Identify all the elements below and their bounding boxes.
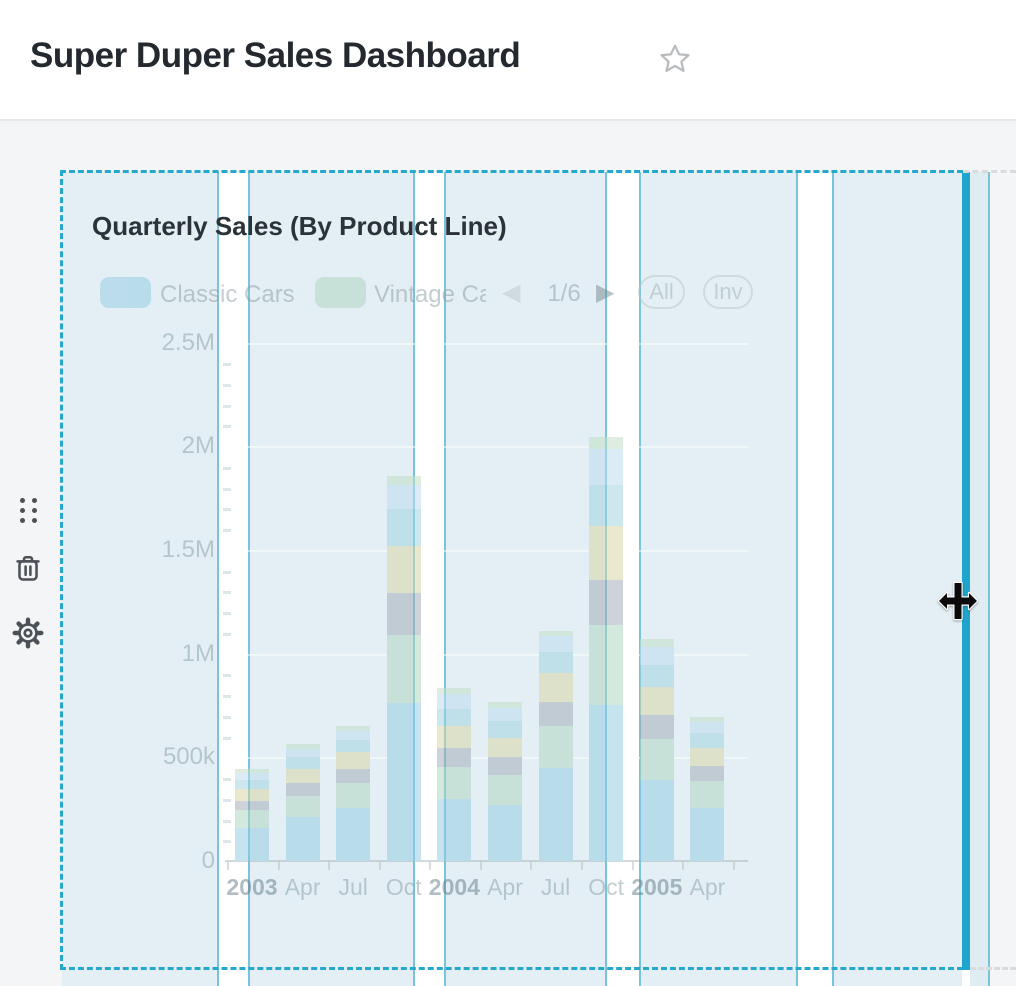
- grid-column-guide: [796, 172, 798, 986]
- drag-grip-icon[interactable]: [0, 498, 56, 523]
- grid-row-guide: [963, 170, 1016, 173]
- card-resize-edge[interactable]: [962, 172, 970, 970]
- grid-cell: [970, 172, 988, 986]
- grid-column-guide: [988, 172, 990, 986]
- card-title: Quarterly Sales (By Product Line): [92, 211, 507, 241]
- grid-cell: [62, 172, 217, 986]
- move-cursor: [934, 577, 982, 630]
- grid-column-guide: [444, 172, 446, 986]
- gear-icon[interactable]: [0, 616, 56, 650]
- page-title[interactable]: Super Duper Sales Dashboard: [30, 36, 521, 75]
- grid-column-guide: [639, 172, 641, 986]
- grid-column-guide: [832, 172, 834, 986]
- card-drag-border-bottom: [60, 967, 963, 970]
- trash-icon[interactable]: [0, 552, 56, 586]
- grid-column-guide: [217, 172, 219, 986]
- favorite-star-icon[interactable]: [658, 42, 692, 81]
- grid-cell: [250, 172, 413, 986]
- grid-column-guide: [605, 172, 607, 986]
- grid-cell: [834, 172, 962, 986]
- dashboard-header: Super Duper Sales Dashboard: [0, 0, 1016, 121]
- grid-column-guide: [413, 172, 415, 986]
- grid-cell: [446, 172, 605, 986]
- card-drag-border-left: [60, 170, 63, 970]
- grid-cell: [641, 172, 796, 986]
- dashboard-grid: [62, 172, 990, 986]
- grid-row-guide: [970, 967, 1016, 970]
- card-drag-border-top: [60, 170, 963, 173]
- grid-column-guide: [248, 172, 250, 986]
